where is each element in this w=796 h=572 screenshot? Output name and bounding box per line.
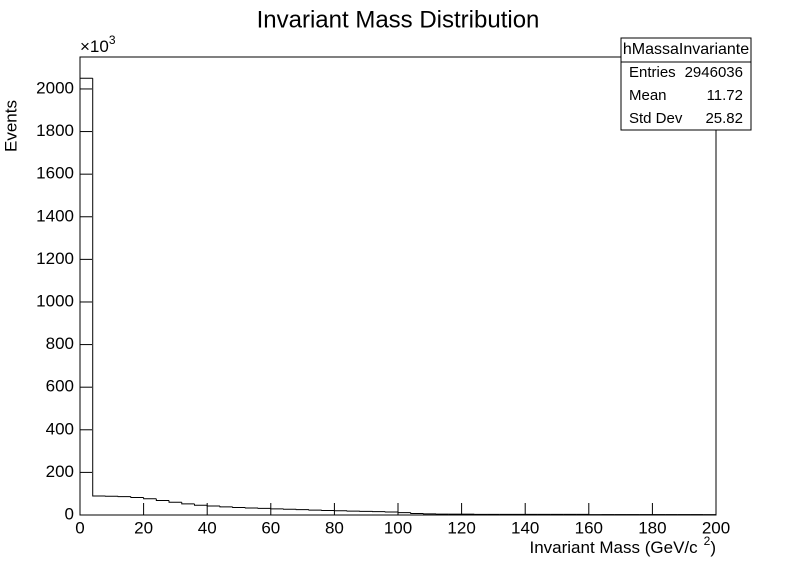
chart-title: Invariant Mass Distribution [257,6,540,33]
histogram-bin [155,498,170,502]
x-tick-label: 120 [447,518,475,537]
histogram-bin [79,77,93,515]
stats-key: Std Dev [629,110,683,127]
x-tick-label: 40 [198,518,217,537]
histogram-bin [206,505,220,507]
x-tick-label: 140 [511,518,539,537]
stats-frame [620,37,752,131]
x-tick-label: 80 [325,518,344,537]
y-multiplier: ×103 [80,33,116,56]
histogram-bin [193,503,208,506]
y-tick-label: 200 [46,462,74,481]
histogram-bin [397,512,411,514]
x-axis-label-end: ) [710,538,716,557]
y-tick-label: 600 [46,377,74,396]
stats-key: Entries [629,64,676,81]
stats-value: 25.82 [705,110,743,127]
x-tick-label: 20 [134,518,153,537]
histogram-bin [232,506,246,509]
y-multiplier-exponent: 3 [109,33,116,47]
x-tick-label: 60 [261,518,280,537]
y-tick-label: 0 [65,504,74,523]
x-axis-label: Invariant Mass (GeV/c 2) [529,534,716,557]
x-tick-label: 0 [75,518,84,537]
y-multiplier-base: ×10 [80,37,109,56]
y-tick-label: 1600 [36,164,74,183]
histogram-bin [219,506,233,508]
histogram-bin [143,497,157,500]
y-tick-label: 800 [46,334,74,353]
x-tick-label: 200 [702,518,730,537]
x-axis-label-main: Invariant Mass (GeV/c [529,538,698,557]
y-tick-label: 1200 [36,249,74,268]
y-tick-label: 1800 [36,121,74,140]
stats-value: 2946036 [685,64,743,81]
x-tick-label: 180 [638,518,666,537]
histogram-bin [92,78,106,497]
y-tick-label: 2000 [36,78,74,97]
histogram-bin [168,500,182,503]
x-axis-label-sup: 2 [704,534,711,548]
stats-value: 11.72 [707,87,743,104]
y-tick-label: 400 [46,419,74,438]
histogram-bin [410,512,424,515]
stats-box: hMassaInvariante [620,37,752,131]
histogram-bin [130,496,144,499]
y-tick-label: 1000 [36,291,74,310]
stats-title: hMassaInvariante [623,41,749,58]
stats-key: Mean [629,87,667,104]
y-tick-label: 1400 [36,206,74,225]
x-tick-label: 100 [384,518,412,537]
histogram-bin [181,502,195,505]
y-axis-label: Events [1,100,20,152]
x-tick-label: 160 [575,518,603,537]
